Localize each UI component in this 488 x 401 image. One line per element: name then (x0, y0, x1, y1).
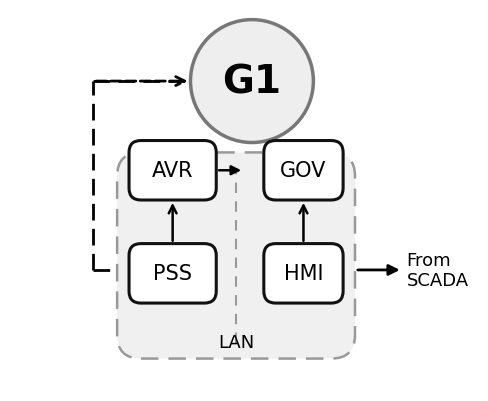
Circle shape (190, 20, 313, 143)
Text: LAN: LAN (218, 333, 254, 351)
Text: AVR: AVR (152, 161, 193, 181)
FancyBboxPatch shape (129, 141, 216, 200)
Text: From
SCADA: From SCADA (407, 251, 468, 290)
Text: G1: G1 (223, 63, 282, 101)
FancyBboxPatch shape (117, 153, 355, 358)
Text: PSS: PSS (153, 264, 192, 284)
FancyBboxPatch shape (129, 244, 216, 303)
FancyBboxPatch shape (264, 141, 343, 200)
Text: HMI: HMI (284, 264, 323, 284)
Text: GOV: GOV (280, 161, 326, 181)
FancyBboxPatch shape (264, 244, 343, 303)
